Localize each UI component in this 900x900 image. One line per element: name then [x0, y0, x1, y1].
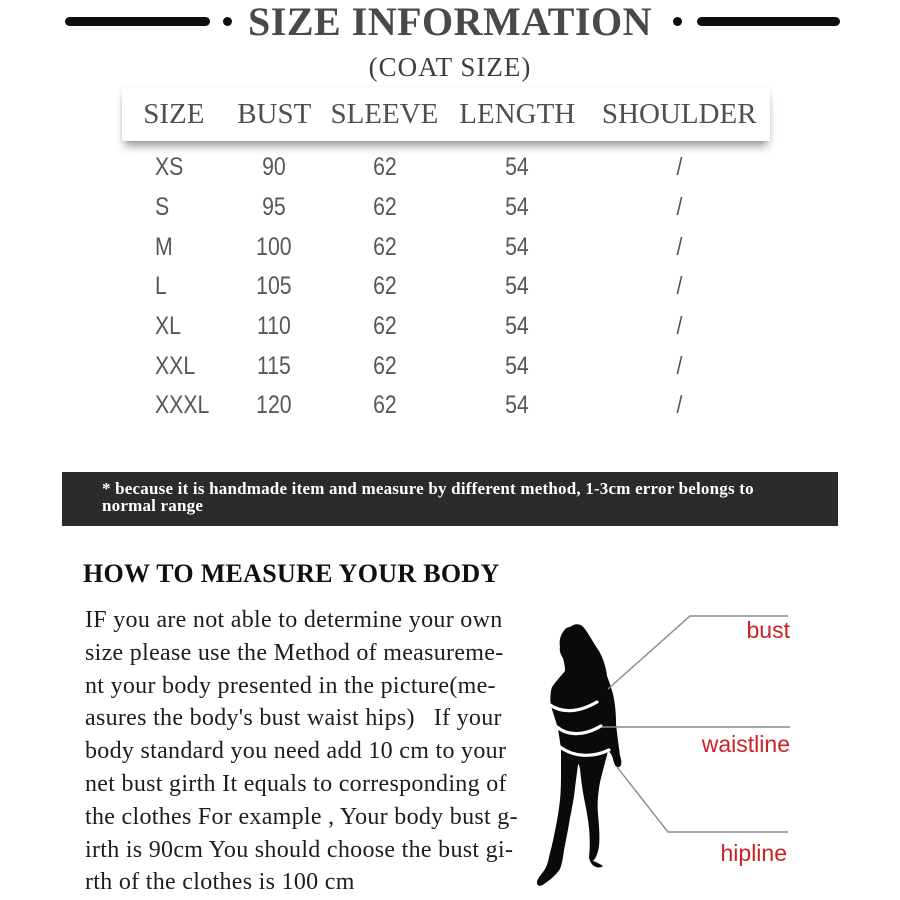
table-cell: 54: [505, 391, 530, 420]
size-table-body: XS 90 62 54 / S 95 62 54 / M 100 62 54 / L 105 62 54 / XL 110…: [122, 148, 770, 426]
waist-measure-line: [555, 724, 603, 736]
table-cell: XL: [155, 312, 182, 341]
measure-paragraph: IF you are not able to determine your ow…: [85, 604, 525, 899]
page-subtitle: (COAT SIZE): [368, 52, 532, 82]
table-cell: XXL: [155, 351, 196, 380]
table-cell: /: [676, 351, 683, 380]
table-cell: 105: [256, 272, 292, 301]
table-cell: 54: [505, 312, 530, 341]
table-cell: XS: [155, 153, 184, 182]
table-cell: XXXL: [155, 391, 210, 420]
bust-callout-line: [607, 615, 788, 690]
table-row: XS 90 62 54 /: [122, 148, 770, 188]
paragraph-line: the clothes For example , Your body bust…: [85, 803, 518, 830]
table-cell: 120: [256, 391, 292, 420]
column-header: LENGTH: [459, 97, 576, 130]
body-silhouette-illustration: [537, 615, 790, 886]
table-cell: /: [676, 232, 683, 261]
column-header: SHOULDER: [601, 97, 757, 130]
paragraph-line: body standard you need add 10 cm to your: [85, 738, 507, 765]
size-table-header: SIZE BUST SLEEVE LENGTH SHOULDER: [122, 87, 770, 141]
table-cell: 115: [257, 351, 292, 380]
table-cell: 62: [372, 193, 397, 222]
right-divider-bar: [697, 17, 840, 26]
table-row: M 100 62 54 /: [122, 227, 770, 267]
table-row: L 105 62 54 /: [122, 267, 770, 307]
table-row: XL 110 62 54 /: [122, 307, 770, 347]
page-title: SIZE INFORMATION: [248, 0, 652, 44]
column-header: BUST: [237, 97, 312, 130]
table-cell: /: [676, 391, 683, 420]
column-header: SIZE: [143, 97, 205, 130]
bust-measure-line: [548, 700, 599, 713]
notice-banner: * because it is handmade item and measur…: [62, 472, 838, 526]
waistline-label: waistline: [701, 731, 790, 757]
table-cell: 95: [262, 193, 287, 222]
table-cell: /: [676, 153, 683, 182]
table-cell: L: [155, 272, 167, 301]
table-cell: /: [676, 312, 683, 341]
table-cell: 54: [505, 272, 530, 301]
table-cell: 62: [372, 153, 397, 182]
table-cell: /: [676, 272, 683, 301]
table-cell: /: [676, 193, 683, 222]
left-dot: [223, 17, 232, 26]
paragraph-line: size please use the Method of measureme-: [85, 639, 504, 666]
table-cell: 110: [257, 312, 292, 341]
left-divider-bar: [65, 17, 210, 26]
table-cell: 62: [372, 351, 397, 380]
table-cell: 100: [256, 232, 292, 261]
table-cell: 54: [505, 232, 530, 261]
paragraph-line: irth is 90cm You should choose the bust …: [85, 836, 514, 863]
table-row: XXXL 120 62 54 /: [122, 386, 770, 426]
notice-text: * because it is handmade item and measur…: [102, 479, 754, 515]
paragraph-line: nt your body presented in the picture(me…: [85, 672, 496, 699]
table-cell: 90: [262, 153, 287, 182]
table-cell: 62: [372, 272, 397, 301]
table-cell: 62: [372, 312, 397, 341]
table-cell: 54: [505, 193, 530, 222]
bust-label: bust: [746, 617, 790, 643]
table-cell: M: [155, 232, 173, 261]
table-cell: 54: [505, 153, 530, 182]
column-header: SLEEVE: [330, 97, 439, 130]
table-cell: 62: [372, 391, 397, 420]
right-dot: [673, 17, 682, 26]
table-cell: 62: [372, 232, 397, 261]
hip-callout-line: [616, 766, 788, 833]
paragraph-line: IF you are not able to determine your ow…: [85, 607, 503, 633]
paragraph-line: asures the body's bust waist hips) If yo…: [85, 705, 502, 732]
hipline-label: hipline: [720, 840, 788, 866]
measure-section-heading: HOW TO MEASURE YOUR BODY: [83, 559, 500, 588]
table-cell: S: [155, 193, 170, 222]
table-cell: 54: [505, 351, 530, 380]
measure-illustration: bust waistline hipline: [520, 600, 810, 900]
paragraph-line: net bust girth It equals to correspondin…: [85, 770, 507, 797]
hip-measure-line: [558, 745, 611, 757]
table-row: S 95 62 54 /: [122, 188, 770, 228]
table-row: XXL 115 62 54 /: [122, 346, 770, 386]
paragraph-line: rth of the clothes is 100 cm: [85, 869, 355, 896]
